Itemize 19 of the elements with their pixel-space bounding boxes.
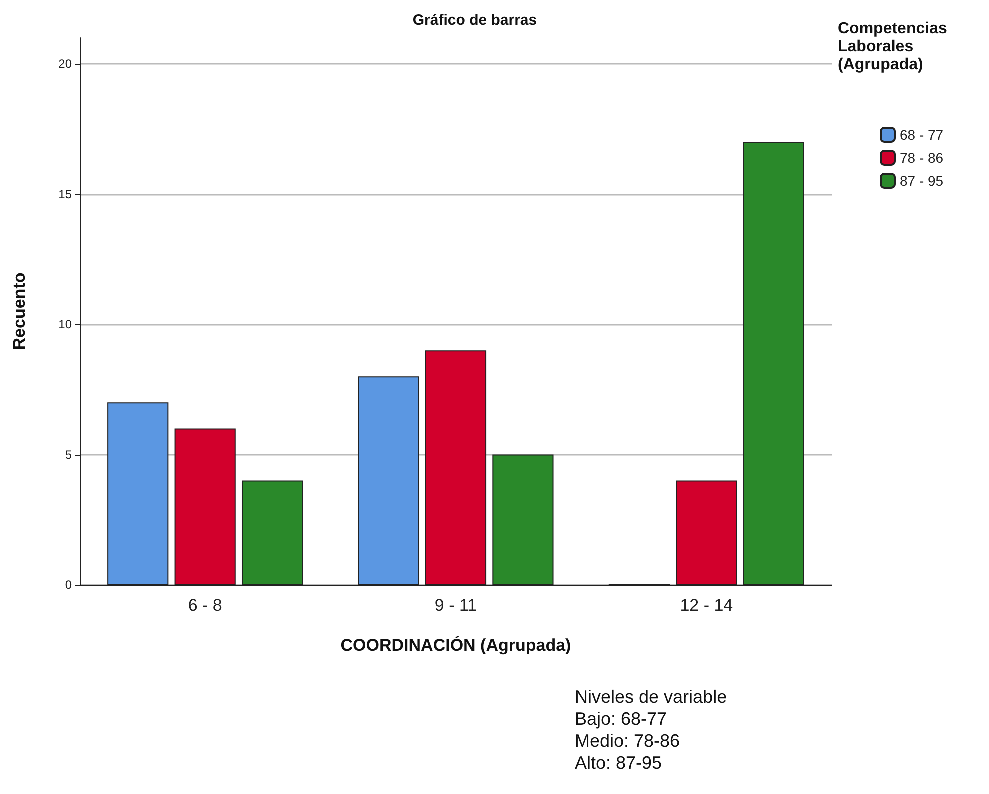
text: Medio: 78-86 [575,731,680,751]
legend-title: Competencias Laborales (Agrupada) [838,20,952,74]
text: Niveles de variable [575,687,728,707]
text: Alto: 87-95 [575,753,662,773]
legend-label: 68 - 77 [900,127,944,143]
y-axis-title: Recuento [10,272,29,350]
y-tick-label: 20 [58,57,72,72]
x-tick-label: 12 - 14 [680,596,734,615]
chart-title: Gráfico de barras [412,12,538,29]
x-axis-title: COORDINACIÓN (Agrupada) [340,635,572,655]
x-tick-label: 6 - 8 [188,596,222,615]
y-tick-label: 5 [65,448,72,462]
legend-label: 87 - 95 [900,173,944,189]
y-tick-label: 10 [58,318,72,332]
y-tick-label: 0 [65,578,72,592]
y-tick-label: 15 [58,187,72,202]
text: Bajo: 68-77 [575,709,668,729]
x-tick-label: 9 - 11 [434,596,478,615]
legend-label: 78 - 86 [900,150,944,166]
